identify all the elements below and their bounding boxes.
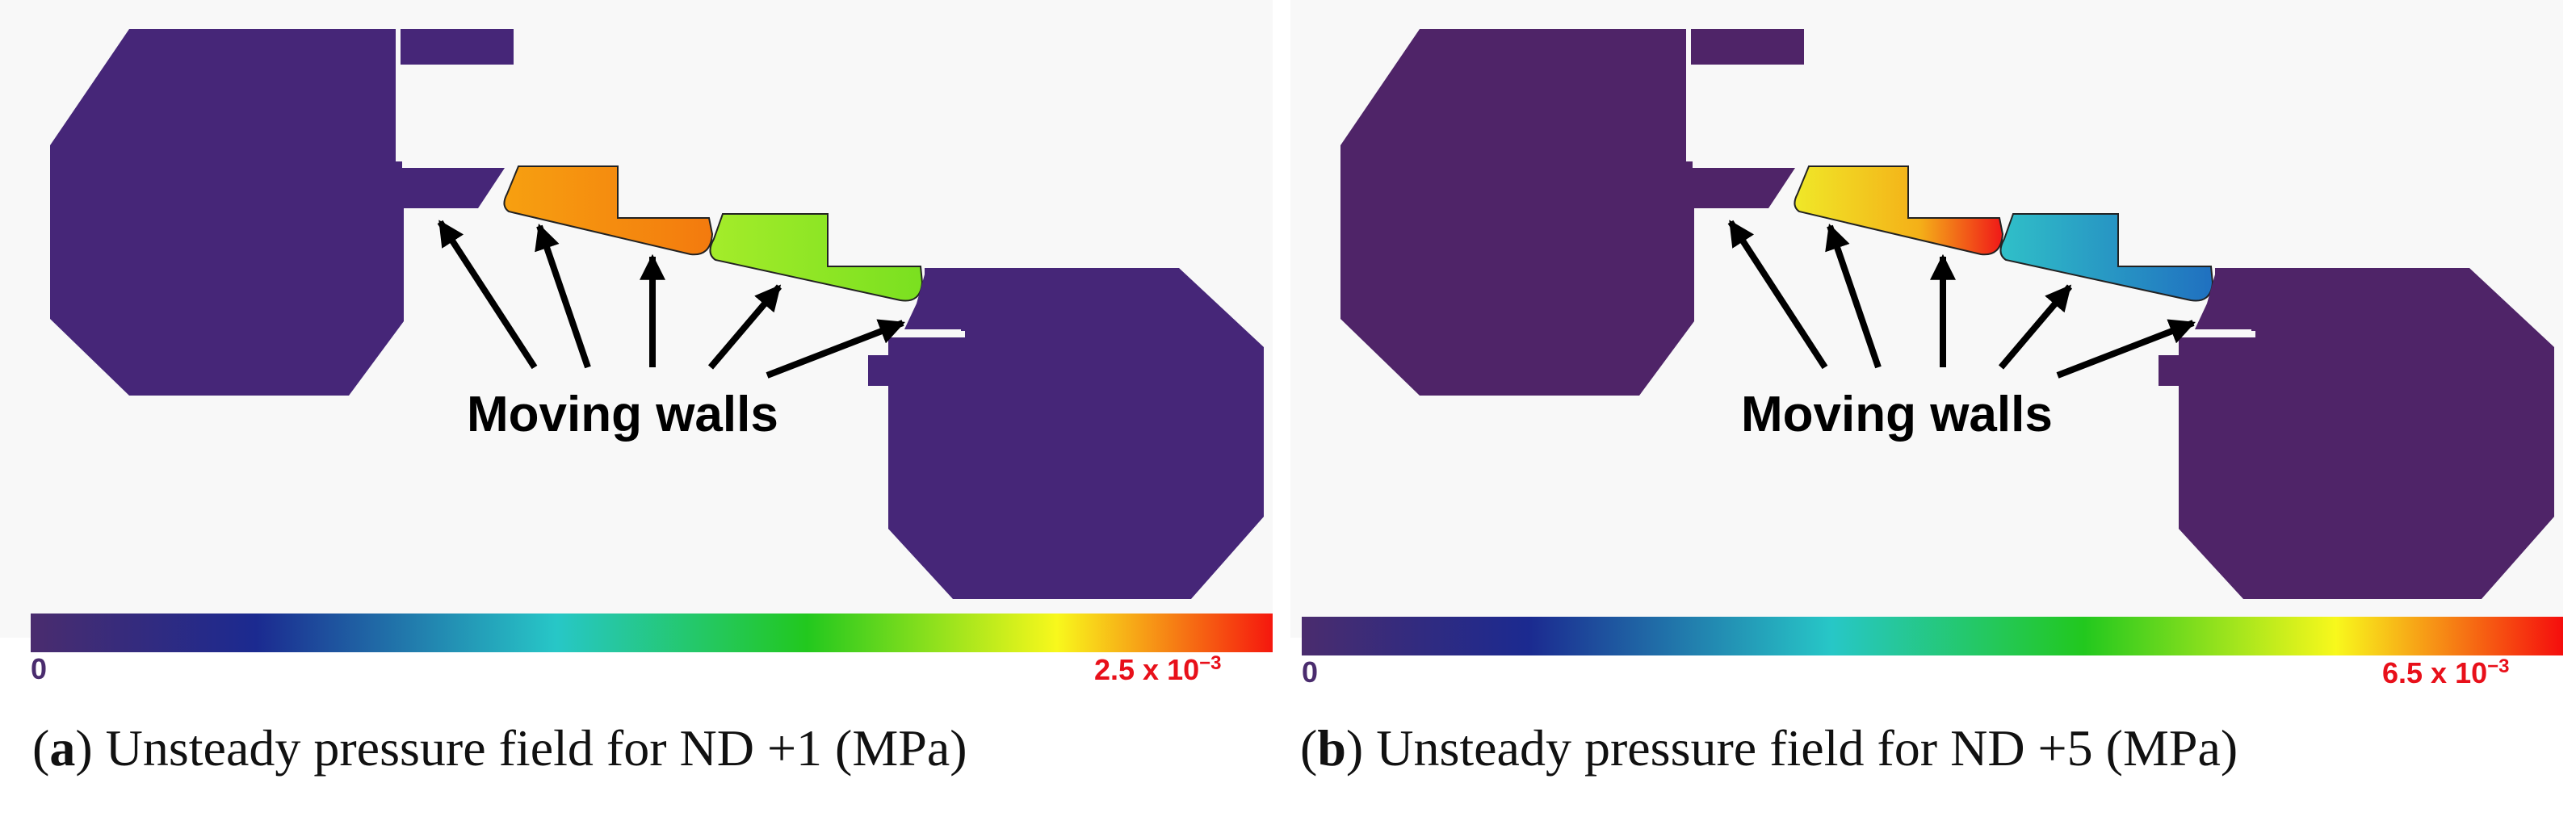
moving-walls-label: Moving walls xyxy=(1741,387,2053,442)
caption-a: (a) Unsteady pressure field for ND +1 (M… xyxy=(32,719,967,777)
panel-a: Moving walls 0 2.5 x 10−3 (a) Unsteady p… xyxy=(0,0,1273,825)
arrow-5 xyxy=(2056,319,2196,379)
moving-wall-blade-2 xyxy=(1999,213,2214,302)
caption-b: (b) Unsteady pressure field for ND +5 (M… xyxy=(1300,719,2238,777)
arrow-1 xyxy=(437,220,538,370)
colorbar-min-label: 0 xyxy=(31,652,48,685)
panel-b: Moving walls 0 6.5 x 10−3 (b) Unsteady p… xyxy=(1290,0,2563,825)
left-cavity xyxy=(1340,29,1795,396)
moving-walls-arrows xyxy=(1727,220,2196,379)
colorbar-b xyxy=(1302,617,2563,655)
moving-walls-label: Moving walls xyxy=(467,387,778,442)
arrow-1 xyxy=(1727,220,1828,370)
colorbar-min-label: 0 xyxy=(1302,655,1319,689)
colorbar-max-label: 6.5 x 10−3 xyxy=(2382,655,2510,689)
moving-wall-blade-2 xyxy=(709,213,924,302)
arrow-4 xyxy=(707,284,782,370)
upper-slot-edge xyxy=(1691,29,1804,65)
arrow-2 xyxy=(535,223,591,369)
right-slot xyxy=(2179,331,2255,337)
arrow-5 xyxy=(766,319,905,379)
moving-walls-arrows xyxy=(437,220,905,379)
colorbar-a xyxy=(31,614,1273,652)
colorbar-max-label: 2.5 x 10−3 xyxy=(1094,652,1222,686)
left-cavity xyxy=(50,29,505,396)
arrow-4 xyxy=(1998,284,2073,370)
upper-slot xyxy=(1688,63,1801,161)
right-slot xyxy=(888,331,965,337)
pressure-field-plot-b xyxy=(1290,0,2563,655)
moving-wall-blade-1 xyxy=(503,165,714,256)
upper-slot-edge xyxy=(401,29,514,65)
arrow-2 xyxy=(1825,223,1882,369)
pressure-field-plot-a xyxy=(0,0,1273,652)
right-cavity xyxy=(2159,268,2554,599)
right-cavity xyxy=(868,268,1264,599)
moving-wall-blade-1 xyxy=(1794,165,2004,256)
upper-slot xyxy=(397,63,510,161)
